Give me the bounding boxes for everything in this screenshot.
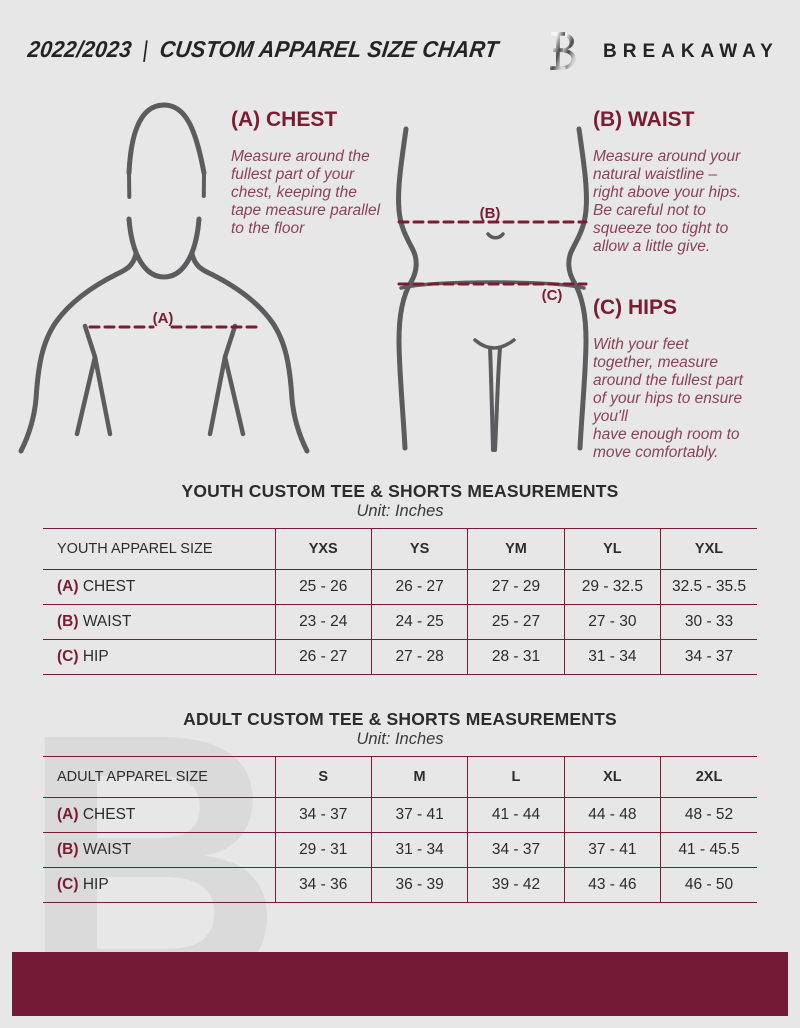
- svg-text:(B): (B): [480, 205, 501, 222]
- svg-text:(C): (C): [542, 287, 563, 304]
- svg-text:(A): (A): [153, 310, 174, 327]
